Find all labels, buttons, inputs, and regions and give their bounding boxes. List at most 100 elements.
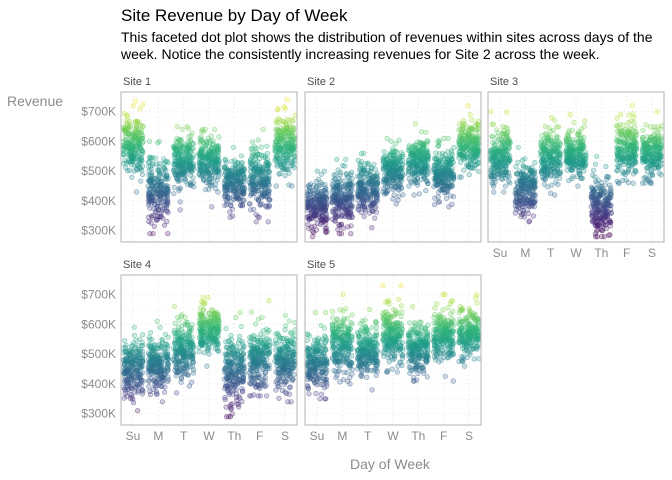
data-point xyxy=(630,180,636,186)
data-point xyxy=(589,198,595,204)
data-point xyxy=(365,181,371,187)
data-point xyxy=(471,144,477,150)
data-point xyxy=(546,141,553,147)
data-point xyxy=(138,178,144,184)
data-point xyxy=(512,210,518,216)
data-point xyxy=(603,163,609,170)
data-point xyxy=(274,163,280,169)
data-point xyxy=(615,138,621,144)
data-point xyxy=(265,162,271,168)
data-point xyxy=(161,165,167,171)
data-point xyxy=(591,187,597,193)
data-point xyxy=(565,157,571,163)
data-point xyxy=(162,159,168,165)
data-point xyxy=(541,166,548,172)
data-point xyxy=(312,207,318,213)
data-point xyxy=(591,215,598,222)
data-point xyxy=(313,216,319,222)
data-point xyxy=(607,232,613,238)
data-point xyxy=(154,195,160,201)
data-point xyxy=(203,156,209,162)
data-point xyxy=(488,108,494,115)
data-point xyxy=(573,153,579,160)
data-point xyxy=(335,179,342,186)
data-point xyxy=(489,133,495,139)
data-point xyxy=(164,208,170,214)
data-point xyxy=(633,169,639,175)
data-point xyxy=(361,213,367,220)
x-tick-label: Th xyxy=(594,246,608,260)
data-point xyxy=(145,214,152,220)
data-point xyxy=(517,193,523,199)
data-point xyxy=(198,147,205,153)
data-point xyxy=(199,128,205,134)
data-point xyxy=(566,130,572,136)
data-point xyxy=(423,129,429,135)
data-point xyxy=(618,148,624,154)
data-point xyxy=(335,167,341,173)
data-point xyxy=(139,363,145,369)
data-point xyxy=(313,178,319,184)
data-point xyxy=(133,135,139,141)
data-point xyxy=(643,122,649,128)
data-point xyxy=(137,358,143,364)
data-point xyxy=(138,347,144,353)
facet-label: Site 2 xyxy=(307,76,335,88)
data-point xyxy=(451,144,457,151)
data-point xyxy=(122,390,128,397)
data-point xyxy=(274,153,280,159)
data-point xyxy=(310,192,317,198)
data-point xyxy=(449,152,455,158)
data-point xyxy=(619,128,625,134)
data-point xyxy=(473,153,479,159)
data-point xyxy=(530,213,537,219)
data-point xyxy=(621,161,627,168)
data-point xyxy=(460,136,467,142)
data-point xyxy=(641,142,647,148)
data-point xyxy=(137,161,143,167)
data-point xyxy=(280,129,286,135)
data-point xyxy=(249,181,255,187)
data-point xyxy=(527,197,534,204)
data-point xyxy=(458,143,464,149)
data-point xyxy=(309,224,315,230)
data-point xyxy=(445,156,451,162)
data-point xyxy=(504,126,511,132)
data-point xyxy=(602,201,609,207)
data-point xyxy=(208,133,214,139)
data-point xyxy=(581,123,588,129)
data-point xyxy=(128,154,134,160)
data-point xyxy=(146,168,152,174)
data-point xyxy=(406,183,412,189)
data-point xyxy=(514,171,520,177)
data-point xyxy=(318,215,324,221)
data-point xyxy=(250,158,256,165)
data-point xyxy=(214,149,221,156)
data-point xyxy=(522,156,528,162)
data-point xyxy=(466,172,472,178)
data-point xyxy=(139,123,145,129)
data-point xyxy=(501,162,507,168)
data-point xyxy=(444,195,450,201)
data-point xyxy=(284,117,290,123)
data-point xyxy=(541,181,547,187)
data-point xyxy=(305,183,311,189)
data-point xyxy=(250,139,256,145)
data-point xyxy=(273,183,279,189)
data-point xyxy=(433,177,439,183)
data-point xyxy=(321,193,327,199)
data-point xyxy=(147,205,153,211)
data-point xyxy=(134,151,140,157)
data-point xyxy=(160,206,166,212)
data-point xyxy=(490,121,497,127)
data-point xyxy=(393,141,399,147)
data-point xyxy=(502,169,508,175)
data-point xyxy=(122,344,129,351)
data-point xyxy=(582,152,588,158)
data-point xyxy=(275,107,281,113)
data-point xyxy=(282,173,288,179)
data-point xyxy=(396,186,402,192)
data-point xyxy=(165,186,171,192)
data-point xyxy=(449,183,455,189)
